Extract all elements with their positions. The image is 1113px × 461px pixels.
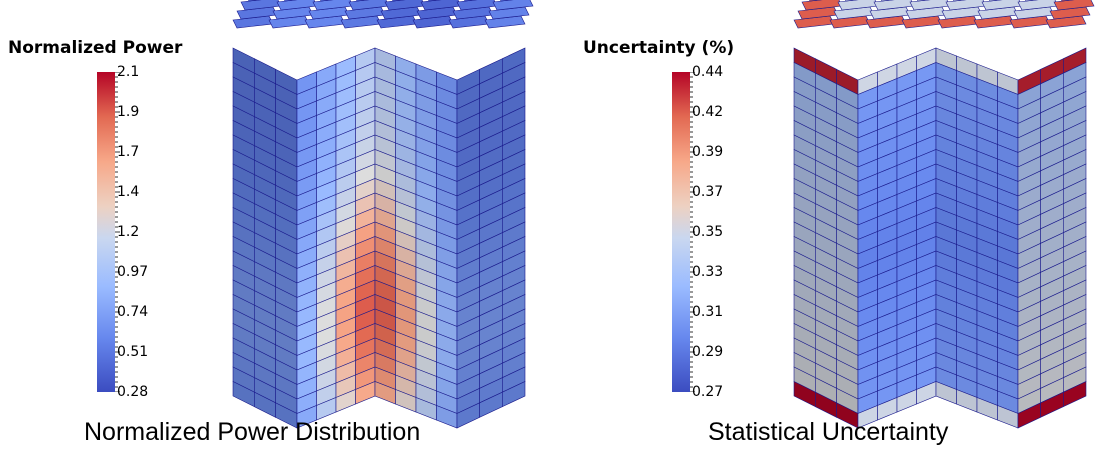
colorbar-tick-label: 1.9	[117, 104, 140, 120]
colorbar-tick-label: 0.37	[692, 184, 724, 200]
colorbar-tick-label: 0.39	[692, 144, 724, 160]
colorbar-gradient	[672, 72, 690, 392]
top-cell	[248, 0, 261, 2]
top-cell	[356, 0, 369, 2]
colorbar-tick-label: 0.35	[692, 224, 724, 240]
top-cell	[981, 0, 1023, 11]
colorbar-tick-label: 1.7	[117, 144, 140, 160]
uncertainty-caption: Statistical Uncertainty	[708, 418, 949, 446]
top-cell	[837, 0, 879, 11]
colorbar-ticks	[115, 72, 120, 392]
uncertainty-panel: Uncertainty (%) 0.44 0.42 0.39 0.37 0.35 0.33…	[556, 0, 1113, 461]
top-cell	[1061, 0, 1074, 2]
colorbar-tick-label: 0.31	[692, 304, 724, 320]
colorbar-tick-label: 1.4	[117, 184, 140, 200]
top-cell	[320, 0, 333, 2]
top-cell	[1017, 0, 1059, 11]
colorbar-title: Normalized Power	[8, 38, 183, 58]
colorbar-tick-label: 0.29	[692, 344, 724, 360]
top-cell	[873, 0, 915, 11]
power-caption: Normalized Power Distribution	[84, 418, 421, 446]
colorbar-title: Uncertainty (%)	[583, 38, 735, 58]
top-cell	[845, 0, 858, 2]
top-cell	[492, 0, 534, 11]
top-cell	[384, 0, 426, 11]
top-cell	[464, 0, 477, 2]
top-cell	[348, 0, 390, 11]
top-cell	[809, 0, 822, 2]
top-cell	[312, 0, 354, 11]
top-cell	[276, 0, 318, 11]
top-cell	[420, 0, 462, 11]
power-panel: Normalized Power 2.1 1.9 1.7 1.4 1.2 0.97 0.74…	[0, 0, 556, 461]
top-cell	[240, 0, 282, 11]
colorbar-tick-label: 0.74	[117, 304, 149, 320]
colorbar-tick-label: 1.2	[117, 224, 140, 240]
top-cell	[917, 0, 930, 2]
colorbar-ticks	[690, 72, 695, 392]
top-cell	[392, 0, 405, 2]
colorbar-tick-label: 0.27	[692, 384, 724, 400]
top-cell	[801, 0, 843, 11]
top-cell	[953, 0, 966, 2]
mesh-cell	[1063, 381, 1087, 408]
mesh-cell	[502, 381, 526, 408]
top-cell	[500, 0, 513, 2]
colorbar-tick-label: 0.97	[117, 264, 149, 280]
uncertainty-core-3d-view	[793, 0, 1095, 429]
colorbar-tick-label: 0.28	[117, 384, 149, 400]
top-cell	[1025, 0, 1038, 2]
top-cell	[284, 0, 297, 2]
top-cell	[456, 0, 498, 11]
top-cell	[989, 0, 1002, 2]
colorbar-tick-label: 0.51	[117, 344, 149, 360]
colorbar-tick-label: 0.42	[692, 104, 724, 120]
colorbar-gradient	[97, 72, 115, 392]
top-cell	[945, 0, 987, 11]
top-cell	[909, 0, 951, 11]
colorbar-tick-label: 0.44	[692, 64, 724, 80]
power-core-3d-view	[232, 0, 534, 429]
colorbar-tick-label: 2.1	[117, 64, 140, 80]
colorbar-tick-label: 0.33	[692, 264, 724, 280]
top-cell	[1053, 0, 1095, 11]
top-cell	[881, 0, 894, 2]
top-cell	[428, 0, 441, 2]
